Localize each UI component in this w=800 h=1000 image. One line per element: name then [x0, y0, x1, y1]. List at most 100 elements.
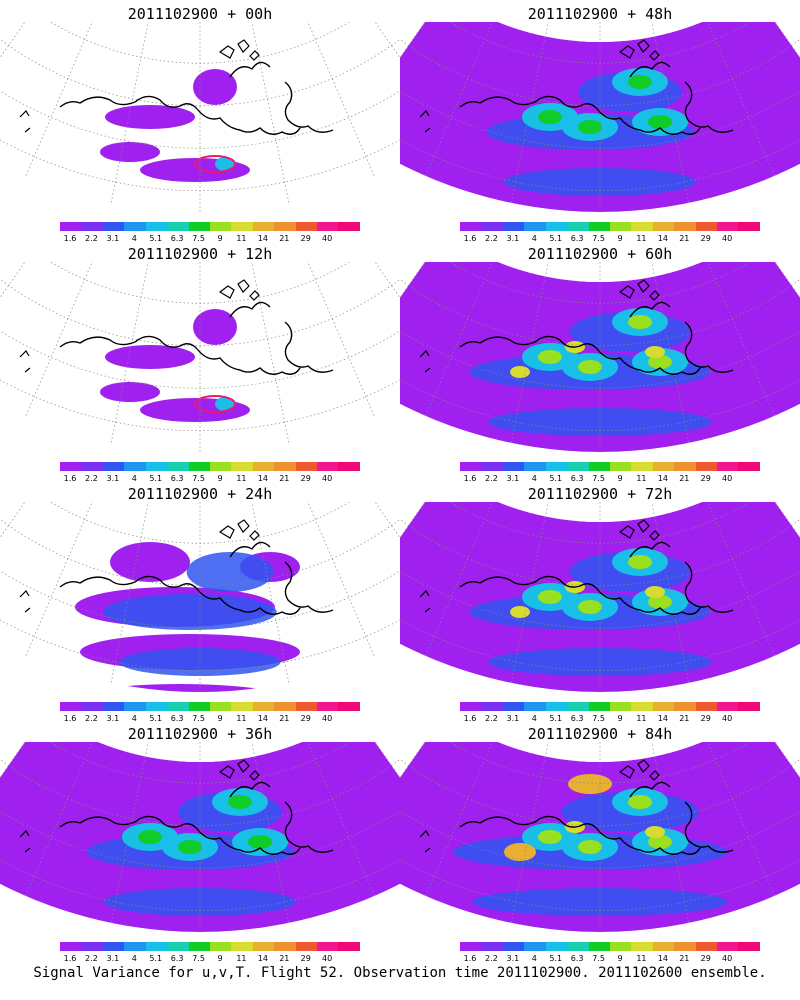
map-panel: 2011102900 + 48h 1.6 2.2 3.1 4 5.1 6.3 7.5 9 11 14…	[400, 0, 800, 245]
colorbar-swatch	[545, 462, 568, 471]
colorbar-swatch	[502, 222, 525, 231]
coastline	[459, 61, 734, 135]
colorbar-tick-label: 14	[657, 234, 668, 243]
colorbar-tick-label: 5.1	[549, 954, 563, 963]
colorbar-tick-label: 7.5	[592, 474, 605, 483]
colorbar-tick-label: 9	[217, 954, 223, 963]
colorbar-swatch	[481, 222, 503, 231]
colorbar-swatch	[588, 702, 610, 711]
colorbar-swatch	[231, 702, 253, 711]
colorbar-swatch	[631, 462, 653, 471]
colorbar-tick-label: 21	[679, 714, 690, 723]
variance-map	[400, 262, 800, 452]
colorbar-swatch	[502, 702, 525, 711]
colorbar-tick-label: 1.6	[463, 474, 477, 483]
colorbar-tick-label: 6.3	[170, 474, 184, 483]
colorbar-swatch	[124, 222, 146, 231]
colorbar-swatch	[167, 222, 189, 231]
colorbar-tick-label: 2.2	[85, 474, 98, 483]
colorbar-tick-label: 11	[236, 474, 247, 483]
colorbar-labels: 1.6 2.2 3.1 4 5.1 6.3 7.5 9 11 14 21 29 40	[60, 714, 360, 724]
colorbar-swatch	[252, 942, 275, 951]
colorbar-tick-label: 21	[279, 954, 290, 963]
colorbar-swatch	[567, 222, 589, 231]
coastline	[459, 541, 734, 615]
colorbar-swatch	[695, 462, 718, 471]
panel-title: 2011102900 + 36h	[127, 725, 273, 743]
colorbar-tick-label: 29	[300, 714, 311, 723]
colorbar-swatch	[338, 222, 360, 231]
colorbar-tick-label: 9	[617, 234, 623, 243]
colorbar	[460, 462, 760, 471]
colorbar-labels: 1.6 2.2 3.1 4 5.1 6.3 7.5 9 11 14 21 29 40	[460, 954, 760, 964]
colorbar-tick-label: 5.1	[149, 714, 163, 723]
colorbar-swatch	[60, 942, 82, 951]
colorbar-labels: 1.6 2.2 3.1 4 5.1 6.3 7.5 9 11 14 21 29 40	[60, 474, 360, 484]
colorbar-tick-label: 3.1	[506, 474, 520, 483]
colorbar-swatch	[60, 462, 82, 471]
colorbar-tick-label: 14	[257, 954, 268, 963]
colorbar-swatch	[102, 942, 125, 951]
colorbar-tick-label: 6.3	[570, 234, 584, 243]
coastline	[59, 301, 334, 375]
colorbar-swatch	[317, 462, 339, 471]
colorbar-tick-label: 3.1	[106, 474, 120, 483]
colorbar	[60, 702, 360, 711]
colorbar-swatch	[695, 702, 718, 711]
colorbar-swatch	[338, 462, 360, 471]
colorbar	[60, 462, 360, 471]
colorbar-labels: 1.6 2.2 3.1 4 5.1 6.3 7.5 9 11 14 21 29 40	[60, 234, 360, 244]
colorbar-tick-label: 1.6	[63, 714, 77, 723]
colorbar	[460, 702, 760, 711]
colorbar-tick-label: 29	[700, 474, 711, 483]
colorbar-swatch	[460, 222, 482, 231]
colorbar-swatch	[609, 462, 632, 471]
colorbar-swatch	[631, 222, 653, 231]
colorbar-tick-label: 40	[722, 954, 733, 963]
colorbar-tick-label: 11	[636, 954, 647, 963]
map-panel: 2011102900 + 60h 1.6 2.2 3.1 4 5.1 6.3 7.5 9 11 14…	[400, 240, 800, 485]
colorbar-swatch	[274, 942, 296, 951]
colorbar-swatch	[524, 942, 546, 951]
panel-title: 2011102900 + 12h	[127, 245, 273, 263]
colorbar-swatch	[460, 462, 482, 471]
colorbar-tick-label: 21	[279, 234, 290, 243]
colorbar-tick-label: 9	[217, 234, 223, 243]
colorbar-swatch	[102, 702, 125, 711]
colorbar-tick-label: 6.3	[170, 234, 184, 243]
colorbar	[460, 222, 760, 231]
colorbar-swatch	[674, 942, 696, 951]
colorbar-tick-label: 29	[700, 234, 711, 243]
colorbar-swatch	[674, 222, 696, 231]
colorbar-tick-label: 9	[617, 954, 623, 963]
colorbar-swatch	[231, 462, 253, 471]
colorbar-swatch	[717, 462, 739, 471]
colorbar-swatch	[588, 462, 610, 471]
panel-title: 2011102900 + 72h	[527, 485, 673, 503]
variance-field	[100, 309, 250, 422]
colorbar-swatch	[188, 462, 210, 471]
panel-title: 2011102900 + 60h	[527, 245, 673, 263]
colorbar-swatch	[167, 942, 189, 951]
colorbar-tick-label: 2.2	[485, 234, 498, 243]
colorbar-tick-label: 29	[700, 954, 711, 963]
colorbar-tick-label: 6.3	[170, 954, 184, 963]
colorbar-tick-label: 40	[322, 234, 333, 243]
colorbar-swatch	[167, 462, 189, 471]
colorbar-tick-label: 29	[300, 234, 311, 243]
colorbar-tick-label: 9	[617, 714, 623, 723]
colorbar-tick-label: 7.5	[192, 474, 205, 483]
map-panel: 2011102900 + 72h 1.6 2.2 3.1 4 5.1 6.3 7.5 9 11 14…	[400, 480, 800, 725]
colorbar-tick-label: 4	[531, 714, 537, 723]
colorbar-tick-label: 2.2	[485, 474, 498, 483]
colorbar-tick-label: 14	[257, 474, 268, 483]
colorbar-swatch	[609, 702, 632, 711]
colorbar-swatch	[338, 702, 360, 711]
figure-caption: Signal Variance for u,v,T. Flight 52. Ob…	[33, 965, 767, 981]
colorbar-swatch	[252, 222, 275, 231]
map-panel: 2011102900 + 00h 1.6 2.2 3.1 4 5.1 6.3 7.5 9 11 14…	[0, 0, 400, 245]
colorbar-swatch	[545, 702, 568, 711]
colorbar-swatch	[695, 222, 718, 231]
colorbar-tick-label: 14	[657, 714, 668, 723]
colorbar-swatch	[81, 222, 103, 231]
